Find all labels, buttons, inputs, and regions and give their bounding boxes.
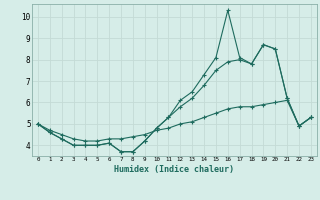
X-axis label: Humidex (Indice chaleur): Humidex (Indice chaleur) <box>115 165 234 174</box>
